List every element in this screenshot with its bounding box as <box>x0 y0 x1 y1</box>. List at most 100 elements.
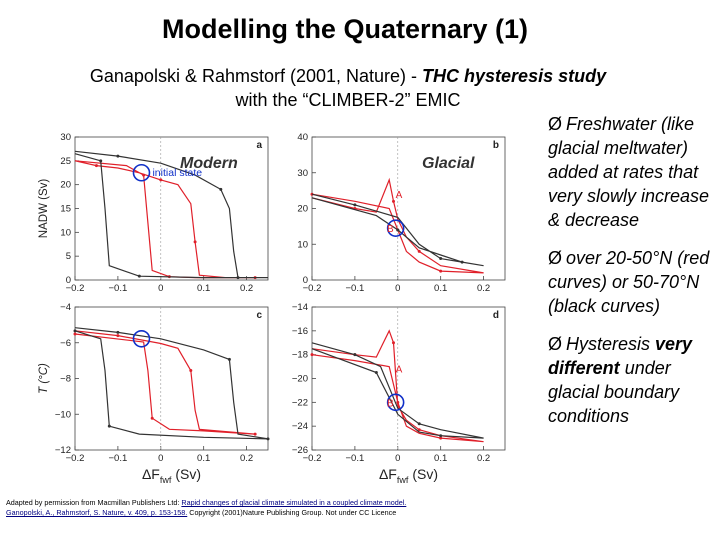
plot-frame <box>311 136 506 281</box>
panel-d: −0.2 −0.1 0 0.1 0.2 −26 −24 −22 −20 −18 −16 −14 d A B Δ… <box>292 302 506 485</box>
series-point <box>236 276 240 280</box>
series-point <box>73 329 77 333</box>
x-tick-label: 0.2 <box>240 453 253 464</box>
panel-letter: b <box>493 140 499 151</box>
image-credit: Adapted by permission from Macmillan Pub… <box>6 498 476 518</box>
y-tick-label: 0 <box>66 275 71 286</box>
slide-subtitle: Ganapolski & Rahmstorf (2001, Nature) - … <box>28 64 668 112</box>
subtitle-plain: Ganapolski & Rahmstorf (2001, Nature) - <box>89 66 423 86</box>
series-point <box>374 371 378 375</box>
x-axis-label-unit: (Sv) <box>412 466 438 482</box>
series-line-black <box>311 342 484 439</box>
x-tick-label: 0 <box>395 453 400 464</box>
credit-link[interactable]: Rapid changes of glacial climate simulat… <box>181 498 407 507</box>
series-point <box>460 260 464 264</box>
y-axis-label: T (°C) <box>38 363 50 394</box>
series-point <box>391 341 395 345</box>
bullet-arrow-icon: Ø <box>548 114 563 134</box>
y-tick-label: 10 <box>297 239 308 250</box>
series-point <box>116 334 120 338</box>
panel-letter: c <box>256 310 262 321</box>
x-tick-label: 0.2 <box>240 283 253 294</box>
bullet-arrow-icon: Ø <box>548 248 563 268</box>
slide-title: Modelling the Quaternary (1) <box>161 14 529 44</box>
series-point <box>219 187 223 191</box>
y-tick-label: 30 <box>60 132 71 143</box>
y-axis-label: NADW (Sv) <box>38 179 50 239</box>
x-tick-label: −0.2 <box>66 283 85 294</box>
y-tick-label: 0 <box>303 275 308 286</box>
x-tick-label: −0.2 <box>303 283 322 294</box>
bullet-list: Ø Freshwater (like glacial meltwater) add… <box>548 112 718 442</box>
series-point <box>116 154 120 158</box>
y-tick-label: −6 <box>60 338 71 349</box>
x-tick-label: −0.1 <box>109 453 128 464</box>
x-axis-label-unit: (Sv) <box>175 466 201 482</box>
x-axis-label: ΔFfwf (Sv) <box>142 466 201 485</box>
bullet-text: Hysteresis <box>566 334 656 354</box>
y-tick-label: −26 <box>292 445 308 456</box>
subtitle-line2: with the “CLIMBER-2” EMIC <box>235 90 461 110</box>
series-point <box>417 428 421 432</box>
series-point <box>439 436 443 440</box>
x-tick-label: −0.1 <box>346 283 365 294</box>
series-point <box>391 199 395 203</box>
series-point <box>417 422 421 426</box>
x-tick-label: 0 <box>158 453 163 464</box>
series-point <box>439 269 443 273</box>
series-line-red <box>74 330 256 435</box>
x-tick-label: 0.2 <box>477 283 490 294</box>
credit-plain: Adapted by permission from Macmillan Pub… <box>6 498 182 507</box>
series-point <box>99 159 103 163</box>
series-point <box>439 257 443 261</box>
y-tick-label: −14 <box>292 302 308 313</box>
x-tick-label: 0 <box>395 283 400 294</box>
y-tick-label: −22 <box>292 397 308 408</box>
series-point <box>310 353 314 357</box>
y-tick-label: −16 <box>292 326 308 337</box>
y-tick-label: −8 <box>60 374 71 385</box>
x-tick-label: 0 <box>158 283 163 294</box>
series-point <box>266 437 270 441</box>
annotation-label: initial state <box>152 167 202 179</box>
x-tick-label: 0.1 <box>197 283 210 294</box>
series-point <box>193 240 197 244</box>
y-tick-label: 10 <box>60 227 71 238</box>
y-tick-label: −12 <box>55 445 71 456</box>
panel-letter: d <box>493 310 499 321</box>
plot-frame <box>311 306 506 451</box>
series-point <box>137 274 141 278</box>
highlight-circle <box>386 393 405 412</box>
y-tick-label: −10 <box>55 409 71 420</box>
bullet-text: over 20-50°N (red curves) or 50-70°N (bl… <box>548 248 710 316</box>
y-tick-label: 40 <box>297 132 308 143</box>
series-point <box>189 369 193 373</box>
x-tick-label: 0.1 <box>434 283 447 294</box>
bullet-freshwater: Ø Freshwater (like glacial meltwater) add… <box>548 112 718 232</box>
y-tick-label: 30 <box>297 168 308 179</box>
credit-link[interactable]: Ganopolski, A., Rahmstorf, S. Nature, v.… <box>6 508 188 517</box>
x-tick-label: 0.1 <box>434 453 447 464</box>
series-point <box>142 173 146 177</box>
y-tick-label: 25 <box>60 156 71 167</box>
highlight-circle <box>386 219 405 237</box>
point-label-b: B <box>387 398 394 409</box>
x-axis-label: ΔFfwf (Sv) <box>379 466 438 485</box>
highlight-circle <box>132 329 151 348</box>
series-point <box>94 164 98 168</box>
x-axis-label-sub: fwf <box>397 475 409 485</box>
bullet-hysteresis: Ø Hysteresis very different under glacial… <box>548 332 718 428</box>
bullet-arrow-icon: Ø <box>548 334 563 354</box>
series-point <box>353 203 357 207</box>
series-point <box>396 400 400 404</box>
point-label-a: A <box>396 190 403 201</box>
highlight-circle <box>132 163 151 182</box>
series-line-black <box>74 327 269 440</box>
series-point <box>107 424 111 428</box>
panel-b: −0.2 −0.1 0 0.1 0.2 0 10 20 30 40 b Glacial A B <box>297 132 506 294</box>
plot-frame <box>74 306 269 451</box>
x-axis-label-main: ΔF <box>142 466 160 482</box>
series-point <box>116 330 120 334</box>
x-tick-label: −0.2 <box>303 453 322 464</box>
x-tick-label: 0.2 <box>477 453 490 464</box>
